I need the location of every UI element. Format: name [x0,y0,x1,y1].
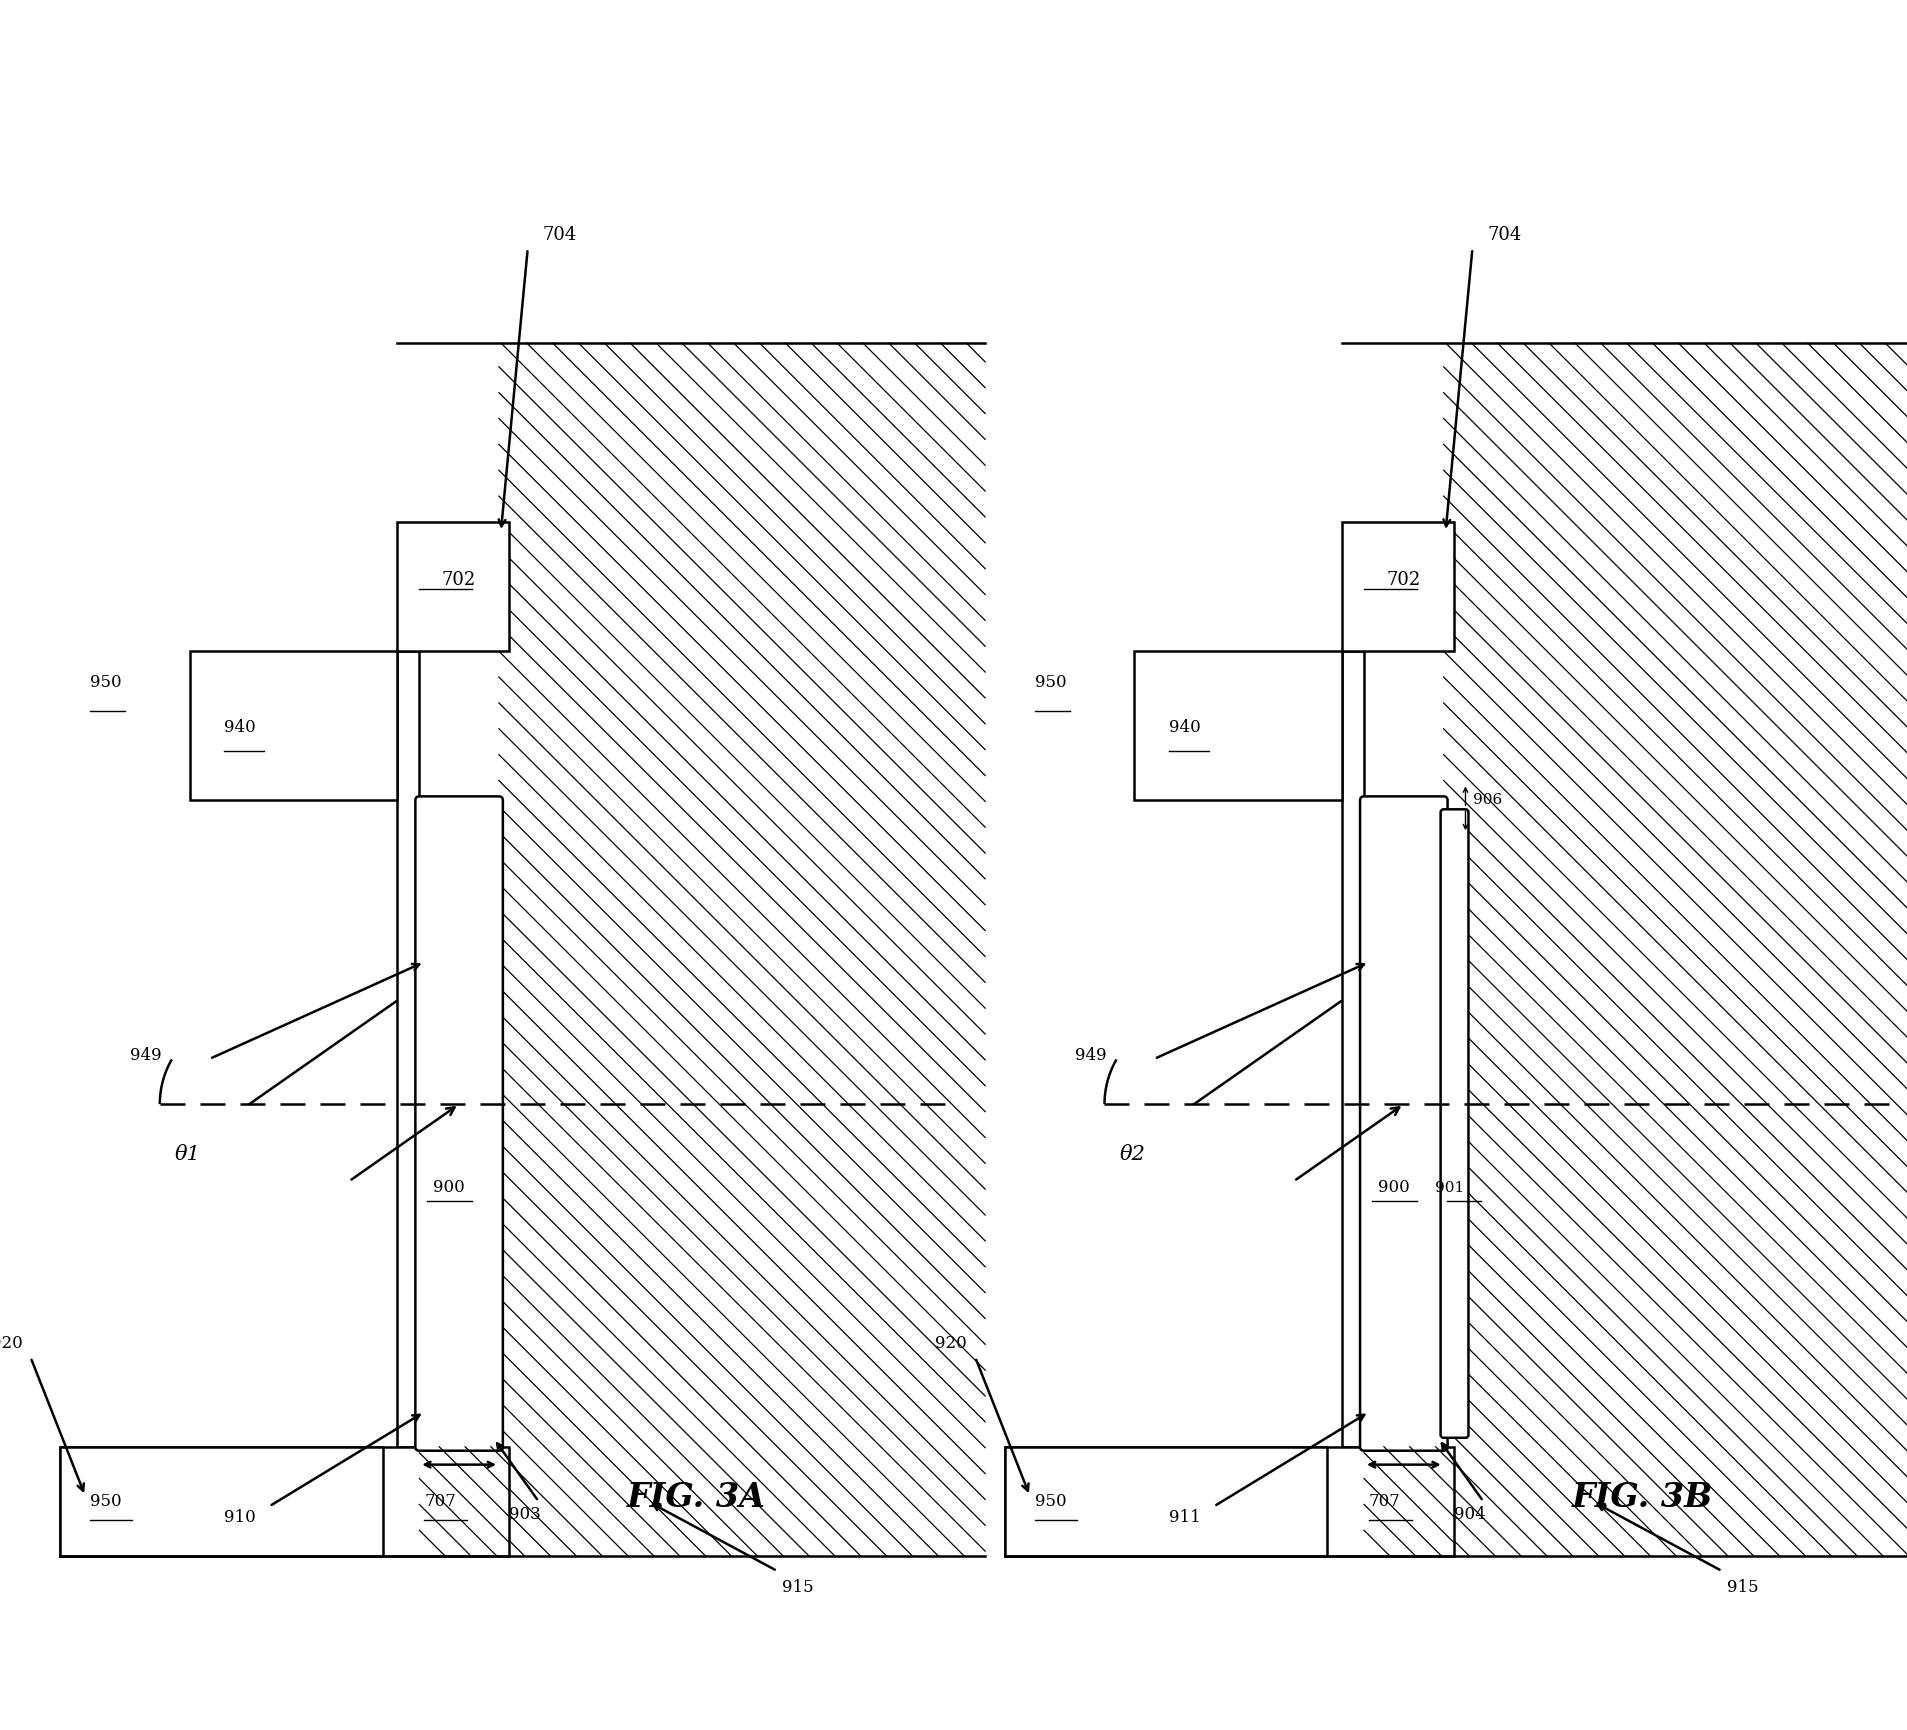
FancyBboxPatch shape [1440,810,1468,1438]
Text: 920: 920 [936,1334,967,1351]
Text: 949: 949 [130,1047,162,1064]
Bar [189,652,397,801]
FancyBboxPatch shape [416,798,503,1451]
Text: 940: 940 [225,718,256,735]
Text: 704: 704 [543,225,578,244]
Bar [61,1446,509,1557]
Bar [1135,652,1343,801]
Text: θ2: θ2 [1119,1144,1146,1163]
Bar [1005,1446,1327,1557]
Text: 906: 906 [1474,792,1503,806]
Text: FIG. 3B: FIG. 3B [1571,1481,1712,1514]
Bar [397,522,509,652]
Text: 910: 910 [225,1509,256,1526]
Text: 920: 920 [0,1334,23,1351]
Text: 904: 904 [1453,1505,1486,1522]
Text: 950: 950 [1036,673,1066,690]
Text: 949: 949 [1076,1047,1106,1064]
Text: 702: 702 [1386,571,1421,588]
Text: 950: 950 [90,1493,122,1509]
Text: 950: 950 [1036,1493,1066,1509]
Text: 707: 707 [1369,1493,1402,1509]
Bar [1343,652,1364,1446]
Text: 900: 900 [1379,1178,1409,1195]
Text: 915: 915 [782,1578,814,1595]
Bar [1005,1446,1453,1557]
Text: 903: 903 [509,1505,540,1522]
Text: 940: 940 [1169,718,1201,735]
Text: 915: 915 [1728,1578,1758,1595]
Bar [61,1446,383,1557]
Text: 911: 911 [1169,1509,1201,1526]
Text: 900: 900 [433,1178,465,1195]
Text: FIG. 3A: FIG. 3A [627,1481,767,1514]
Text: 950: 950 [90,673,122,690]
Text: 707: 707 [425,1493,456,1509]
Text: 704: 704 [1487,225,1522,244]
Bar [397,652,420,1446]
Bar [1343,522,1453,652]
Text: 702: 702 [442,571,477,588]
FancyBboxPatch shape [1360,798,1447,1451]
Text: θ1: θ1 [175,1144,200,1163]
Text: 901: 901 [1434,1180,1465,1194]
